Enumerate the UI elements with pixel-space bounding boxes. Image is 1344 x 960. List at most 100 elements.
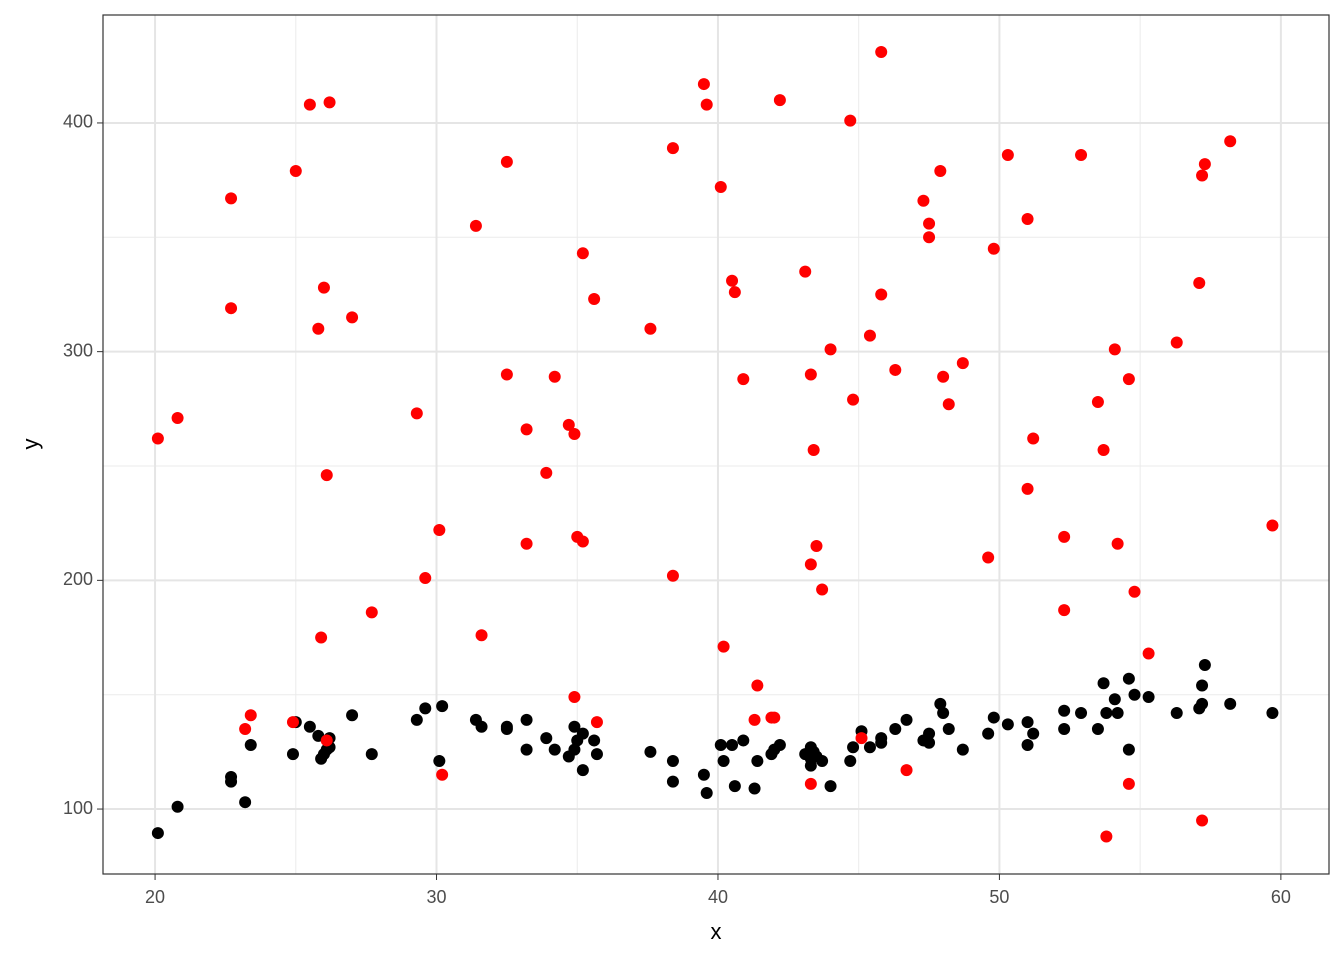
point: [1111, 706, 1124, 719]
x-tick-label: 60: [1271, 887, 1291, 907]
point: [433, 755, 446, 768]
point: [1097, 443, 1110, 456]
point: [875, 732, 888, 745]
point: [225, 302, 238, 315]
point: [1196, 169, 1209, 182]
y-tick-label: 100: [63, 798, 93, 818]
point: [982, 551, 995, 564]
point: [748, 782, 761, 795]
point: [824, 780, 837, 793]
point: [726, 274, 739, 287]
point: [225, 192, 238, 205]
point: [714, 739, 727, 752]
point: [1196, 679, 1209, 692]
point: [900, 764, 913, 777]
point: [863, 741, 876, 754]
point: [847, 741, 860, 754]
point: [1128, 585, 1141, 598]
point: [1196, 697, 1209, 710]
point: [717, 640, 730, 653]
point: [433, 524, 446, 537]
point: [1091, 395, 1104, 408]
point: [171, 800, 184, 813]
point: [365, 748, 378, 761]
point: [824, 343, 837, 356]
point: [917, 194, 930, 207]
point: [1100, 706, 1113, 719]
y-tick-label: 200: [63, 569, 93, 589]
point: [726, 739, 739, 752]
point: [697, 768, 710, 781]
y-axis-title: y: [18, 439, 43, 450]
point: [773, 94, 786, 107]
point: [469, 219, 482, 232]
point: [576, 535, 589, 548]
point: [410, 713, 423, 726]
point: [799, 265, 812, 278]
point: [942, 723, 955, 736]
point: [1266, 519, 1279, 532]
y-tick-label: 300: [63, 340, 93, 360]
point: [1021, 213, 1034, 226]
point: [520, 743, 533, 756]
point: [548, 743, 561, 756]
point: [1108, 343, 1121, 356]
point: [666, 142, 679, 155]
point: [317, 281, 330, 294]
point: [171, 411, 184, 424]
point: [1100, 830, 1113, 843]
point: [323, 96, 336, 109]
point: [1170, 336, 1183, 349]
point: [804, 368, 817, 381]
point: [807, 443, 820, 456]
point: [717, 755, 730, 768]
point: [540, 732, 553, 745]
point: [700, 787, 713, 800]
point: [588, 293, 601, 306]
point: [714, 180, 727, 193]
point: [751, 755, 764, 768]
point: [1122, 672, 1135, 685]
point: [548, 370, 561, 383]
point: [1170, 706, 1183, 719]
point: [737, 734, 750, 747]
x-tick-label: 30: [427, 887, 447, 907]
point: [346, 311, 359, 324]
point: [576, 727, 589, 740]
point: [804, 558, 817, 571]
point: [748, 713, 761, 726]
point: [239, 723, 252, 736]
point: [1108, 693, 1121, 706]
point: [889, 363, 902, 376]
point: [1097, 677, 1110, 690]
point: [816, 583, 829, 596]
point: [1021, 482, 1034, 495]
point: [590, 748, 603, 761]
point: [804, 777, 817, 790]
point: [244, 709, 257, 722]
point: [700, 98, 713, 111]
point: [225, 775, 238, 788]
point: [540, 466, 553, 479]
point: [644, 322, 657, 335]
point: [151, 827, 164, 840]
point: [875, 288, 888, 301]
point: [1128, 688, 1141, 701]
point: [934, 697, 947, 710]
point: [520, 713, 533, 726]
point: [697, 78, 710, 91]
point: [312, 322, 325, 335]
point: [844, 755, 857, 768]
point: [436, 700, 449, 713]
point: [1075, 148, 1088, 161]
point: [475, 629, 488, 642]
point: [286, 716, 299, 729]
point: [576, 247, 589, 260]
x-axis-title: x: [711, 919, 722, 944]
point: [666, 755, 679, 768]
point: [816, 755, 829, 768]
x-tick-label: 20: [145, 887, 165, 907]
point: [923, 217, 936, 230]
point: [1266, 706, 1279, 719]
